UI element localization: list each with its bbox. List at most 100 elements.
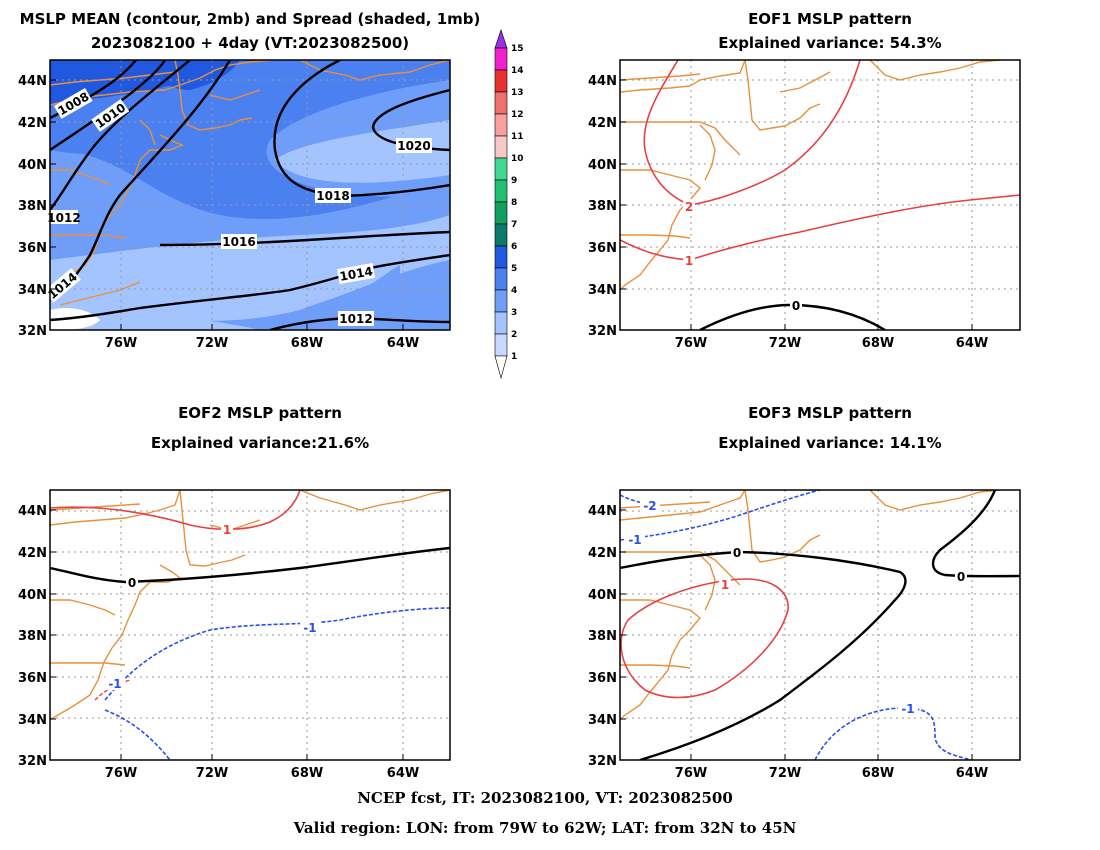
lat-tick-label: 44N xyxy=(18,74,47,89)
eof3-contour-labels: -2 -1 0 0 1 -1 xyxy=(625,498,967,716)
panel-eof2: EOF2 MSLP pattern Explained variance:21.… xyxy=(49,404,451,761)
lon-tick-label: 64W xyxy=(387,766,419,781)
colorbar-swatch xyxy=(494,113,508,137)
svg-text:1014: 1014 xyxy=(339,264,374,284)
lon-tick-label: 64W xyxy=(956,766,988,781)
lat-tick-label: 40N xyxy=(588,158,617,173)
contour-label-1: 1 xyxy=(683,253,695,268)
svg-text:0: 0 xyxy=(733,546,741,560)
eof3-contours xyxy=(620,490,1020,760)
svg-text:0: 0 xyxy=(128,576,136,590)
lat-tick-label: 36N xyxy=(588,241,617,256)
lat-tick-label: 34N xyxy=(18,713,47,728)
svg-text:-1: -1 xyxy=(901,702,914,716)
svg-text:1: 1 xyxy=(685,254,693,268)
lat-tick-label: 42N xyxy=(588,546,617,561)
mean-contour-labels: 1008 1010 1012 1014 1014 1016 1018 1020 … xyxy=(43,87,432,326)
colorbar-arrow-bottom xyxy=(494,355,508,380)
svg-text:1012: 1012 xyxy=(339,312,372,326)
lon-tick-label: 64W xyxy=(387,336,419,351)
grid-eof1 xyxy=(620,60,1020,330)
lat-tick-label: 38N xyxy=(588,199,617,214)
lat-tick-label: 44N xyxy=(588,74,617,89)
colorbar-label: 10 xyxy=(511,154,524,164)
lat-tick-label: 42N xyxy=(18,116,47,131)
panel-eof1: EOF1 MSLP pattern Explained variance: 54… xyxy=(619,10,1021,331)
eof3-coastline xyxy=(620,490,1001,721)
colorbar-swatch xyxy=(494,267,508,291)
lon-tick-label: 68W xyxy=(291,766,323,781)
panel-eof3: EOF3 MSLP pattern Explained variance: 14… xyxy=(619,404,1021,761)
lat-tick-label: 38N xyxy=(588,629,617,644)
svg-text:-2: -2 xyxy=(643,499,656,513)
lat-tick-label: 32N xyxy=(588,754,617,769)
colorbar-label: 1 xyxy=(511,352,517,362)
panel-eof2-frame xyxy=(49,489,451,761)
contour-label-0: 0 xyxy=(790,298,802,313)
colorbar-label: 11 xyxy=(511,132,524,142)
svg-text:1020: 1020 xyxy=(397,139,430,153)
colorbar-label: 5 xyxy=(511,264,517,274)
colorbar-label: 6 xyxy=(511,242,517,252)
colorbar-label: 12 xyxy=(511,110,524,120)
contour-label-0: 0 xyxy=(126,575,138,590)
colorbar-swatch xyxy=(494,245,508,269)
lat-tick-label: 32N xyxy=(588,324,617,339)
colorbar-swatch xyxy=(494,289,508,313)
colorbar-label: 3 xyxy=(511,308,517,318)
colorbar-swatch xyxy=(494,201,508,225)
lat-tick-label: 38N xyxy=(18,629,47,644)
lon-tick-label: 72W xyxy=(769,336,801,351)
svg-text:1016: 1016 xyxy=(222,235,255,249)
colorbar-label: 14 xyxy=(511,66,524,76)
lon-tick-label: 72W xyxy=(196,336,228,351)
contour-label-1018: 1018 xyxy=(315,188,351,203)
colorbar-label: 7 xyxy=(511,220,517,230)
lat-tick-label: 44N xyxy=(18,504,47,519)
svg-text:1: 1 xyxy=(223,523,231,537)
panel-mean: MSLP MEAN (contour, 2mb) and Spread (sha… xyxy=(20,10,480,331)
contour-label-1020: 1020 xyxy=(396,138,432,153)
colorbar-label: 13 xyxy=(511,88,524,98)
svg-text:1018: 1018 xyxy=(316,189,349,203)
lon-tick-label: 72W xyxy=(769,766,801,781)
svg-text:0: 0 xyxy=(792,299,800,313)
contour-label-neg1-coast: -1 xyxy=(105,676,125,691)
lon-tick-label: 68W xyxy=(862,766,894,781)
lon-tick-label: 72W xyxy=(196,766,228,781)
lon-tick-label: 64W xyxy=(956,336,988,351)
contour-label-neg1-north: -1 xyxy=(625,532,645,547)
colorbar-swatch xyxy=(494,179,508,203)
lat-tick-label: 36N xyxy=(18,241,47,256)
footer-valid-region: Valid region: LON: from 79W to 62W; LAT:… xyxy=(293,819,797,837)
panel-eof1-title: EOF1 MSLP pattern xyxy=(748,10,912,28)
colorbar-swatch xyxy=(494,157,508,181)
colorbar-swatch xyxy=(494,69,508,93)
axis-ticks: 76W 72W 68W 64W 44N 42N 40N 38N 36N 34N 32N 76W 72W 6… xyxy=(18,74,988,781)
colorbar-label: 9 xyxy=(511,176,517,186)
eof2-contour-labels: 1 0 -1 -1 xyxy=(105,522,320,691)
eof2-contours xyxy=(50,490,450,760)
panel-eof3-subtitle: Explained variance: 14.1% xyxy=(718,434,941,452)
lat-tick-label: 38N xyxy=(18,199,47,214)
contour-label-1: 1 xyxy=(719,577,731,592)
colorbar-swatch xyxy=(494,91,508,115)
lat-tick-label: 42N xyxy=(18,546,47,561)
lat-tick-label: 34N xyxy=(588,283,617,298)
colorbar-label: 15 xyxy=(511,44,524,54)
svg-text:-1: -1 xyxy=(108,677,121,691)
svg-text:2: 2 xyxy=(685,200,693,214)
lat-tick-label: 36N xyxy=(18,671,47,686)
panel-mean-subtitle: 2023082100 + 4day (VT:2023082500) xyxy=(91,34,409,52)
contour-label-1: 1 xyxy=(221,522,233,537)
mean-coastline xyxy=(50,60,450,306)
svg-text:-1: -1 xyxy=(303,621,316,635)
eof1-contour-labels: 2 1 0 xyxy=(683,199,802,313)
colorbar-label: 2 xyxy=(511,330,517,340)
lat-tick-label: 36N xyxy=(588,671,617,686)
lat-tick-label: 32N xyxy=(18,754,47,769)
contour-label-1012-right: 1012 xyxy=(338,311,374,326)
lat-tick-label: 32N xyxy=(18,324,47,339)
svg-text:1: 1 xyxy=(721,578,729,592)
